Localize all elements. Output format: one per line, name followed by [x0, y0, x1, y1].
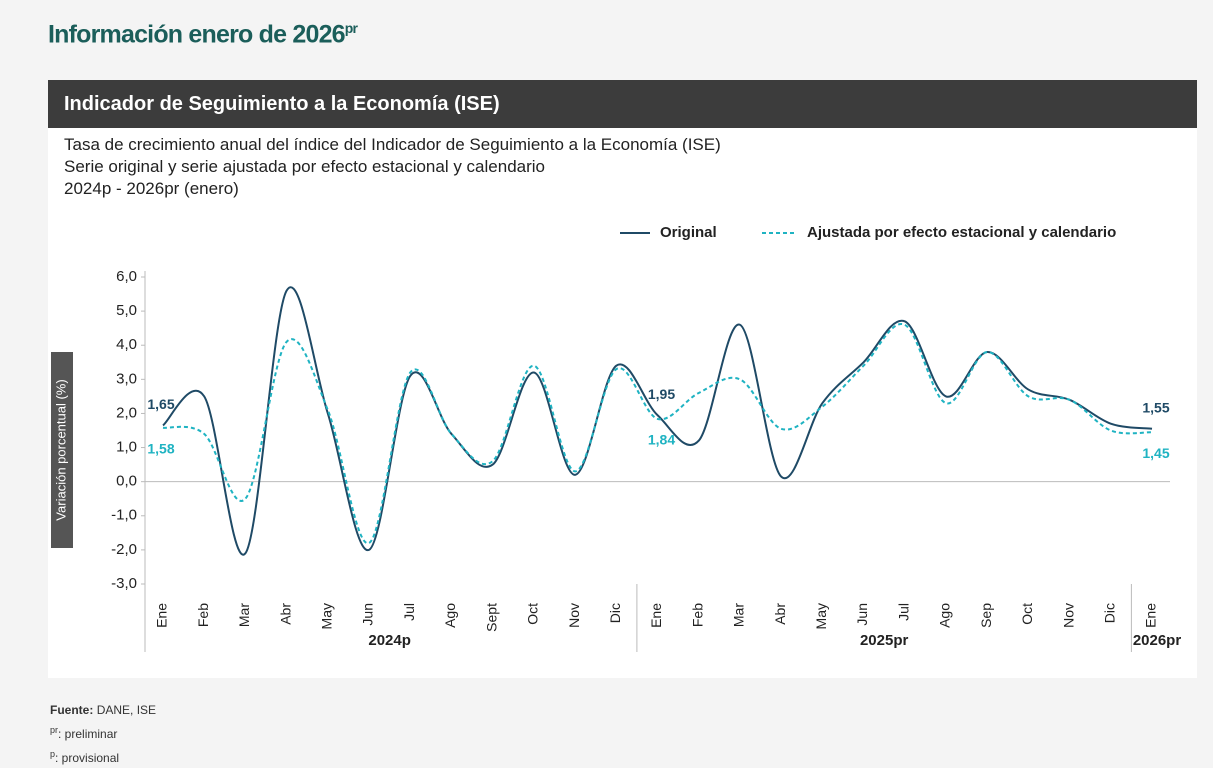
x-tick-label: Ene	[1143, 603, 1159, 628]
x-tick-label: Sept	[483, 603, 499, 632]
y-tick-label: -3,0	[111, 575, 137, 592]
x-tick-label: Ene	[648, 603, 664, 628]
subtitle-line: 2024p - 2026pr (enero)	[64, 179, 239, 198]
chart-title: Indicador de Seguimiento a la Economía (…	[48, 80, 1197, 128]
x-tick-label: Dic	[1101, 603, 1117, 623]
x-tick-label: Oct	[1019, 603, 1035, 625]
y-tick-label: 3,0	[116, 370, 137, 387]
y-axis-label: Variación porcentual (%)	[53, 379, 68, 520]
x-tick-label: Jun	[854, 603, 870, 626]
x-tick-label: May	[813, 603, 829, 629]
x-tick-label: Mar	[731, 603, 747, 627]
y-tick-label: 2,0	[116, 404, 137, 421]
chart-card: Indicador de Seguimiento a la Economía (…	[48, 80, 1197, 678]
y-tick-label: 5,0	[116, 302, 137, 319]
y-tick-label: -2,0	[111, 541, 137, 558]
note: p: provisional	[50, 744, 156, 768]
y-tick-label: -1,0	[111, 507, 137, 524]
x-tick-label: Feb	[195, 603, 211, 627]
page-title-text: Información enero de 2026	[48, 20, 346, 49]
group-label: 2026pr	[1133, 632, 1182, 649]
data-label: 1,58	[147, 440, 174, 456]
x-tick-label: Ago	[937, 603, 953, 628]
x-tick-label: Nov	[566, 603, 582, 628]
x-tick-label: Abr	[277, 603, 293, 625]
group-label: 2025pr	[860, 632, 909, 649]
subtitle-line: Tasa de crecimiento anual del índice del…	[64, 135, 721, 154]
x-tick-label: Mar	[236, 603, 252, 627]
x-tick-label: Abr	[772, 603, 788, 625]
data-label: 1,84	[648, 432, 675, 448]
data-label: 1,55	[1142, 399, 1169, 415]
legend-label: Ajustada por efecto estacional y calenda…	[807, 224, 1116, 241]
note-mark: pr	[50, 725, 59, 735]
series-line	[162, 323, 1153, 545]
note-text: : provisional	[55, 751, 120, 765]
subtitle-line: Serie original y serie ajustada por efec…	[64, 157, 545, 176]
data-label: 1,65	[147, 396, 174, 412]
x-tick-label: Jul	[401, 603, 417, 621]
note-text: : preliminar	[58, 727, 118, 741]
x-tick-label: Nov	[1060, 603, 1076, 628]
x-tick-label: Ene	[154, 603, 170, 628]
page-title: Información enero de 2026pr	[48, 20, 358, 49]
group-label: 2024p	[368, 632, 411, 649]
y-tick-label: 1,0	[116, 439, 137, 456]
source-text: DANE, ISE	[96, 703, 157, 717]
source-label: Fuente:	[50, 703, 94, 717]
x-tick-label: Oct	[525, 603, 541, 625]
x-tick-label: Ago	[442, 603, 458, 628]
note: pr: preliminar	[50, 720, 156, 744]
data-label: 1,45	[1142, 445, 1169, 461]
x-tick-label: May	[319, 603, 335, 629]
x-tick-label: Jun	[360, 603, 376, 626]
y-tick-label: 4,0	[116, 336, 137, 353]
x-tick-label: Sep	[978, 603, 994, 628]
x-tick-label: Feb	[689, 603, 705, 627]
subtitle: Tasa de crecimiento anual del índice del…	[48, 128, 1197, 200]
footer: Fuente: DANE, ISE pr: preliminar p: prov…	[50, 700, 156, 768]
page-title-sup: pr	[344, 20, 358, 36]
y-tick-label: 0,0	[116, 473, 137, 490]
data-label: 1,95	[648, 386, 675, 402]
source: Fuente: DANE, ISE	[50, 700, 156, 720]
series-line	[162, 286, 1153, 556]
legend-label: Original	[660, 224, 717, 241]
note-mark: p	[50, 749, 56, 759]
x-tick-label: Jul	[895, 603, 911, 621]
x-tick-label: Dic	[607, 603, 623, 623]
y-label-box	[51, 352, 73, 548]
y-tick-label: 6,0	[116, 268, 137, 285]
